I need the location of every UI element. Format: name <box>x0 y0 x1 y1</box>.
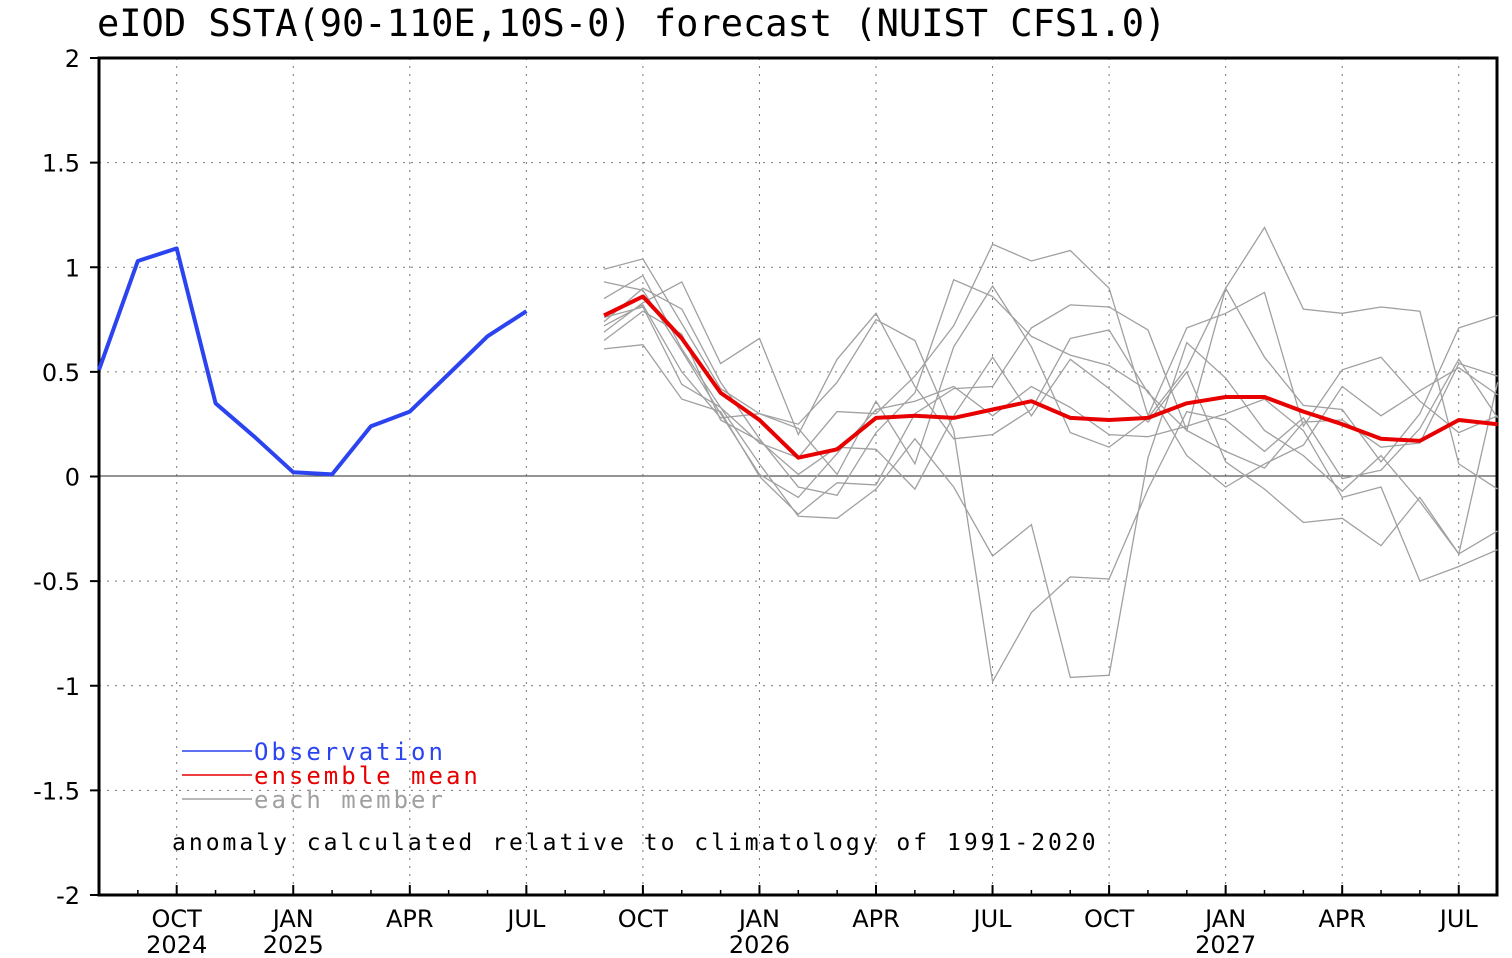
grid <box>99 58 1497 895</box>
member-line <box>603 281 1498 463</box>
x-tick-month: OCT <box>618 905 669 933</box>
x-tick-month: JUL <box>1438 905 1479 933</box>
legend-label-ensemble-mean: ensemble mean <box>254 762 481 790</box>
member-line <box>603 274 1499 679</box>
y-tick-label: 1 <box>65 254 80 282</box>
x-tick-month: JAN <box>271 905 314 933</box>
x-tick-year: 2025 <box>263 931 324 958</box>
legend-entry-each-member: each member <box>182 786 446 814</box>
member-line <box>603 226 1498 490</box>
observation-line <box>97 246 528 477</box>
ensemble-mean-line <box>603 294 1498 460</box>
x-tick-month: APR <box>386 905 434 933</box>
x-tick-month: APR <box>1318 905 1366 933</box>
member-line <box>603 310 1498 555</box>
x-tick-year: 2026 <box>729 931 790 958</box>
legend-entry-observation: Observation <box>182 738 446 766</box>
y-tick-label: -1 <box>56 673 80 701</box>
y-tick-label: -1.5 <box>33 777 80 805</box>
y-tick-label: 2 <box>65 45 80 73</box>
member-line <box>603 278 1498 497</box>
member-lines <box>603 226 1499 684</box>
x-tick-month: JAN <box>1203 905 1246 933</box>
y-tick-label: 0 <box>65 464 80 492</box>
y-tick-label: 0.5 <box>42 359 80 387</box>
x-tick-month: OCT <box>1084 905 1135 933</box>
y-tick-label: -0.5 <box>33 568 80 596</box>
y-tick-label: -2 <box>56 882 80 910</box>
member-line <box>603 281 1498 582</box>
legend-entry-ensemble-mean: ensemble mean <box>182 762 481 790</box>
chart-title: eIOD SSTA(90-110E,10S-0) forecast (NUIST… <box>97 2 1166 45</box>
x-tick-month: JUL <box>972 905 1013 933</box>
x-tick-year: 2027 <box>1195 931 1256 958</box>
y-axis: 2 1.5 1 0.5 0 -0.5 -1 -1.5 -2 <box>33 45 99 910</box>
legend: Observation ensemble mean each member <box>182 738 481 814</box>
x-tick-month: APR <box>852 905 900 933</box>
x-tick-month: JAN <box>737 905 780 933</box>
x-tick-year: 2024 <box>146 931 207 958</box>
y-tick-label: 1.5 <box>42 150 80 178</box>
x-tick-month: OCT <box>152 905 203 933</box>
member-line <box>603 258 1499 684</box>
x-tick-month: JUL <box>505 905 546 933</box>
climatology-note: anomaly calculated relative to climatolo… <box>172 830 1099 856</box>
legend-label-observation: Observation <box>254 738 446 766</box>
legend-label-each-member: each member <box>254 786 446 814</box>
member-line <box>603 243 1498 459</box>
